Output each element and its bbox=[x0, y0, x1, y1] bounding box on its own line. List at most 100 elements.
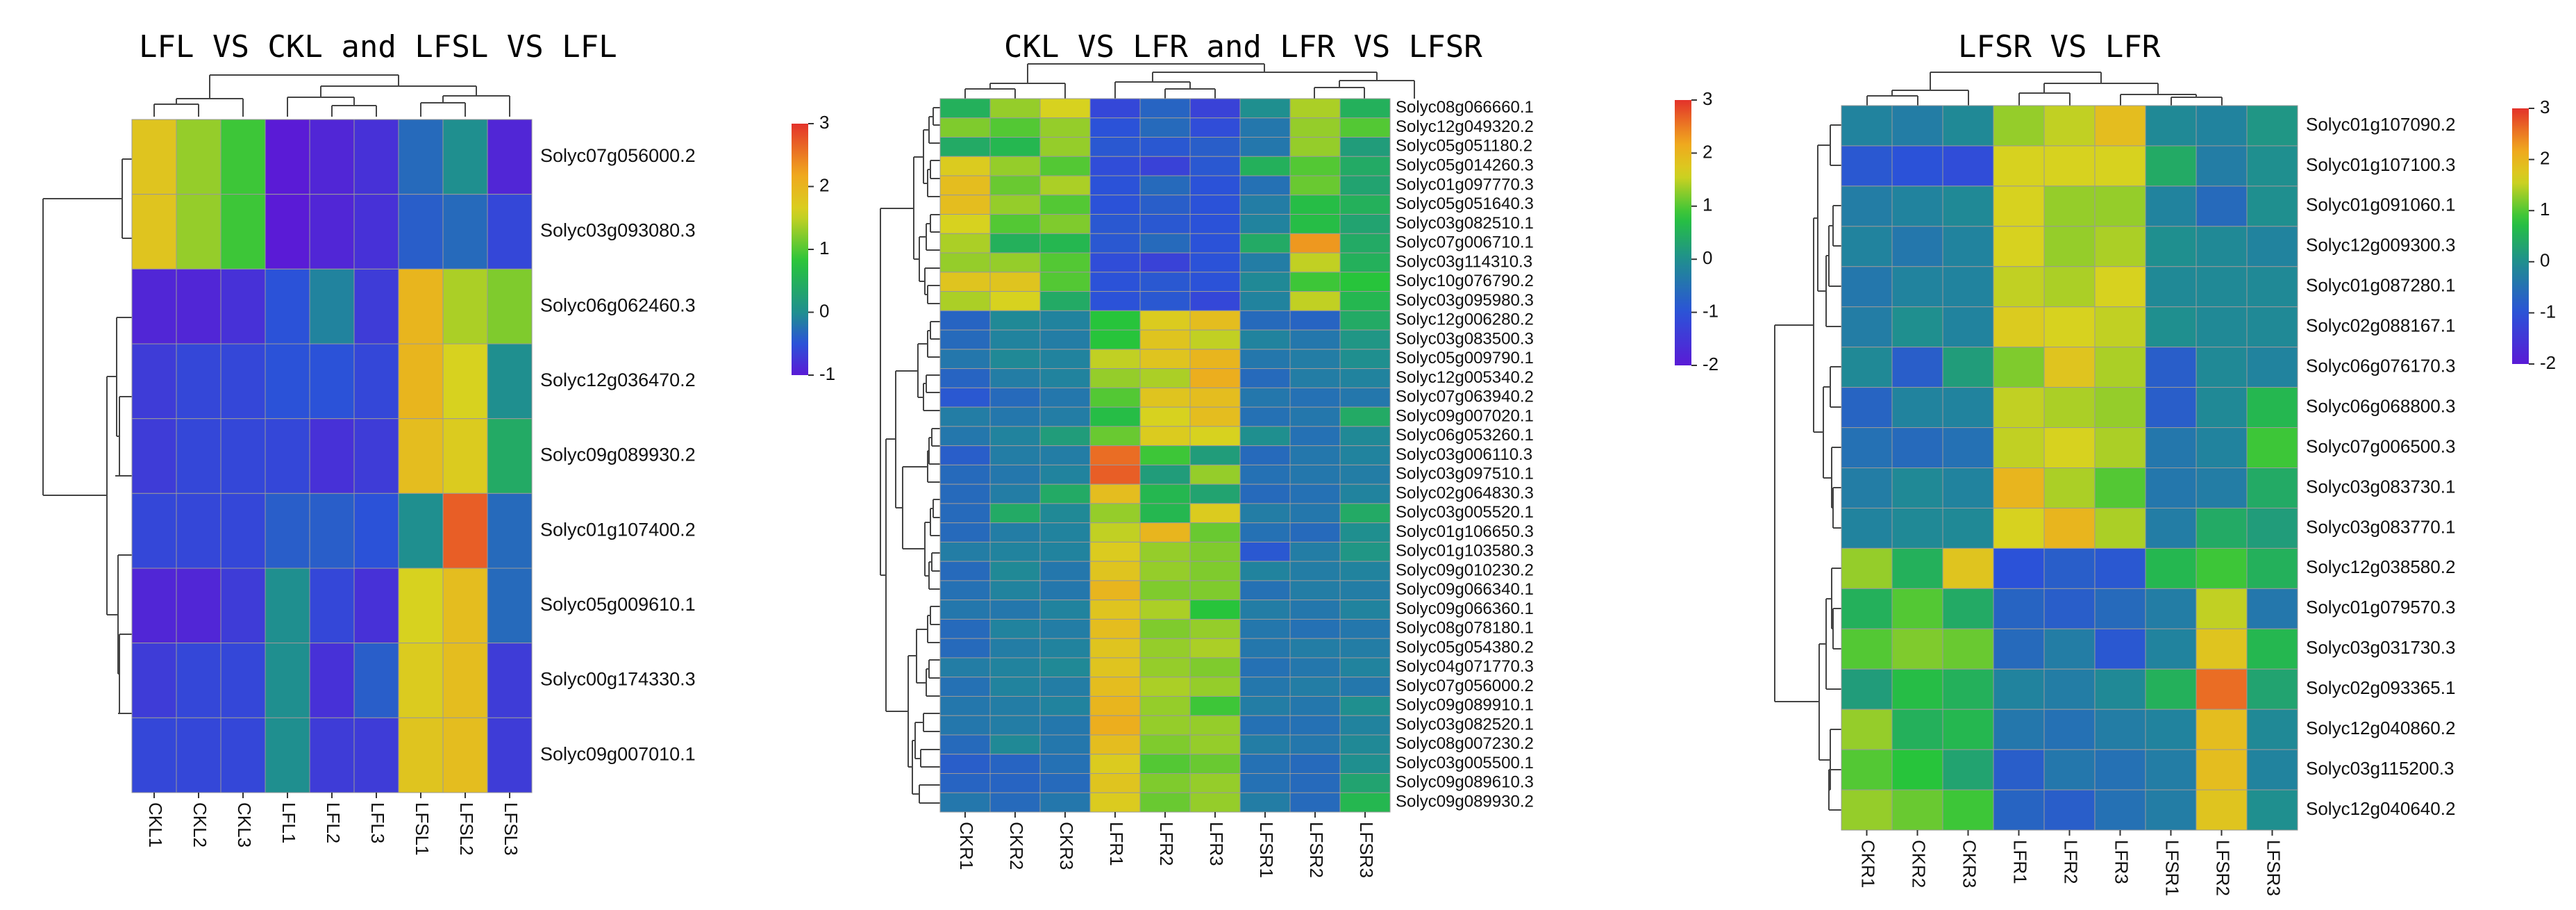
heatmap-cell bbox=[176, 268, 221, 345]
heatmap-cell bbox=[1942, 105, 1994, 147]
row-label: Solyc08g066660.1 bbox=[1396, 98, 1534, 117]
column-label: CKR2 bbox=[1909, 840, 1930, 888]
row-label: Solyc09g066360.1 bbox=[1396, 599, 1534, 618]
heatmap-cell bbox=[989, 252, 1041, 273]
heatmap-cell bbox=[1189, 695, 1241, 716]
heatmap-cell bbox=[2094, 387, 2146, 429]
heatmap-cell bbox=[265, 418, 310, 494]
heatmap-cell bbox=[1289, 618, 1341, 639]
heatmap-cell bbox=[1289, 657, 1341, 678]
heatmap-cell bbox=[1039, 252, 1091, 273]
heatmap-cell bbox=[1089, 272, 1141, 292]
heatmap-cell bbox=[939, 291, 991, 311]
legend-tick-label: 1 bbox=[2540, 199, 2550, 220]
heatmap-cell bbox=[2196, 789, 2248, 831]
heatmap-cell bbox=[939, 464, 991, 485]
heatmap-cell bbox=[989, 233, 1041, 254]
panel-2-title: CKL VS LFR and LFR VS LFSR bbox=[1004, 29, 1482, 65]
legend-tick-label: 1 bbox=[1703, 195, 1712, 215]
heatmap-cell bbox=[1891, 749, 1943, 791]
heatmap-cell bbox=[1339, 541, 1391, 562]
heatmap-cell bbox=[1841, 468, 1893, 508]
heatmap-cell bbox=[1139, 715, 1191, 736]
heatmap-cell bbox=[1139, 541, 1191, 562]
heatmap-cell bbox=[131, 418, 177, 494]
heatmap-cell bbox=[1089, 503, 1141, 524]
panel-2-color-legend: 3 2 1 0 -1 -2 bbox=[1675, 88, 1718, 374]
heatmap-cell bbox=[1339, 349, 1391, 370]
heatmap-cell bbox=[1841, 306, 1893, 348]
heatmap-cell bbox=[309, 493, 355, 569]
heatmap-cell bbox=[1841, 547, 1893, 589]
heatmap-cell bbox=[1189, 541, 1241, 562]
heatmap-cell bbox=[1841, 749, 1893, 791]
heatmap-cell bbox=[2043, 185, 2096, 227]
column-label: LFL3 bbox=[367, 802, 388, 843]
heatmap-cell bbox=[1089, 175, 1141, 196]
heatmap-cell bbox=[989, 618, 1041, 639]
heatmap-cell bbox=[1239, 195, 1291, 215]
heatmap-cell bbox=[1189, 98, 1241, 119]
heatmap-cell bbox=[1089, 734, 1141, 755]
heatmap-cell bbox=[1339, 561, 1391, 581]
heatmap-cell bbox=[1089, 715, 1141, 736]
heatmap-cell bbox=[2043, 105, 2096, 147]
heatmap-cell bbox=[1339, 426, 1391, 447]
heatmap-cell bbox=[1239, 541, 1291, 562]
heatmap-cell bbox=[1089, 618, 1141, 639]
heatmap-cell bbox=[939, 329, 991, 350]
heatmap-cell bbox=[1339, 695, 1391, 716]
heatmap-cell bbox=[1189, 792, 1241, 813]
heatmap-cell bbox=[1289, 349, 1341, 370]
legend-tick-label: -2 bbox=[1703, 354, 1718, 374]
heatmap-cell bbox=[2145, 628, 2197, 670]
heatmap-cell bbox=[939, 175, 991, 196]
heatmap-cell bbox=[939, 677, 991, 697]
heatmap-cell bbox=[1189, 272, 1241, 292]
heatmap-cell bbox=[2043, 628, 2096, 670]
heatmap-cell bbox=[1942, 789, 1994, 831]
heatmap-cell bbox=[989, 272, 1041, 292]
heatmap-cell bbox=[1139, 195, 1191, 215]
heatmap-cell bbox=[1942, 668, 1994, 710]
heatmap-cell bbox=[1339, 754, 1391, 774]
heatmap-cell bbox=[2246, 789, 2298, 831]
row-label: Solyc06g062460.3 bbox=[540, 295, 696, 315]
heatmap-cell bbox=[1189, 657, 1241, 678]
heatmap-cell bbox=[1089, 310, 1141, 331]
heatmap-cell bbox=[2246, 588, 2298, 629]
row-label: Solyc05g009610.1 bbox=[540, 594, 696, 615]
row-label: Solyc03g082520.1 bbox=[1396, 715, 1534, 734]
heatmap-cell bbox=[1289, 580, 1341, 601]
heatmap-cell bbox=[939, 541, 991, 562]
heatmap-cell bbox=[1239, 695, 1291, 716]
heatmap-cell bbox=[1089, 98, 1141, 119]
heatmap-cell bbox=[1039, 368, 1091, 388]
legend-color-bar bbox=[2512, 108, 2529, 364]
column-label: LFR1 bbox=[1106, 822, 1127, 866]
heatmap-cell bbox=[1089, 214, 1141, 234]
heatmap-cell bbox=[2094, 789, 2146, 831]
heatmap-cell bbox=[353, 343, 399, 420]
heatmap-cell bbox=[1239, 233, 1291, 254]
heatmap-cell bbox=[939, 792, 991, 813]
heatmap-cell bbox=[487, 717, 533, 793]
panel-1-column-labels: CKL1 CKL2 CKL3 LFL1 LFL2 LFL3 LFSL1 LFSL2 LFSL3 bbox=[145, 793, 521, 856]
panel-2-row-labels: Solyc08g066660.1Solyc12g049320.2Solyc05g… bbox=[1396, 98, 1534, 811]
heatmap-cell bbox=[1139, 214, 1191, 234]
panel-1-column-dendrogram bbox=[153, 74, 510, 117]
row-label: Solyc03g083770.1 bbox=[2306, 516, 2455, 537]
heatmap-cell bbox=[1089, 406, 1141, 427]
heatmap-cell bbox=[1339, 503, 1391, 524]
heatmap-cell bbox=[1039, 580, 1091, 601]
heatmap-cell bbox=[1039, 464, 1091, 485]
heatmap-cell bbox=[1189, 754, 1241, 774]
legend-tick-label: 0 bbox=[819, 300, 829, 321]
row-label: Solyc02g088167.1 bbox=[2306, 315, 2455, 336]
heatmap-cell bbox=[2094, 507, 2146, 549]
heatmap-cell bbox=[1039, 98, 1091, 119]
heatmap-cell bbox=[1841, 668, 1893, 710]
heatmap-cell bbox=[1891, 185, 1943, 227]
heatmap-cell bbox=[1139, 618, 1191, 639]
heatmap-cell bbox=[1289, 541, 1341, 562]
